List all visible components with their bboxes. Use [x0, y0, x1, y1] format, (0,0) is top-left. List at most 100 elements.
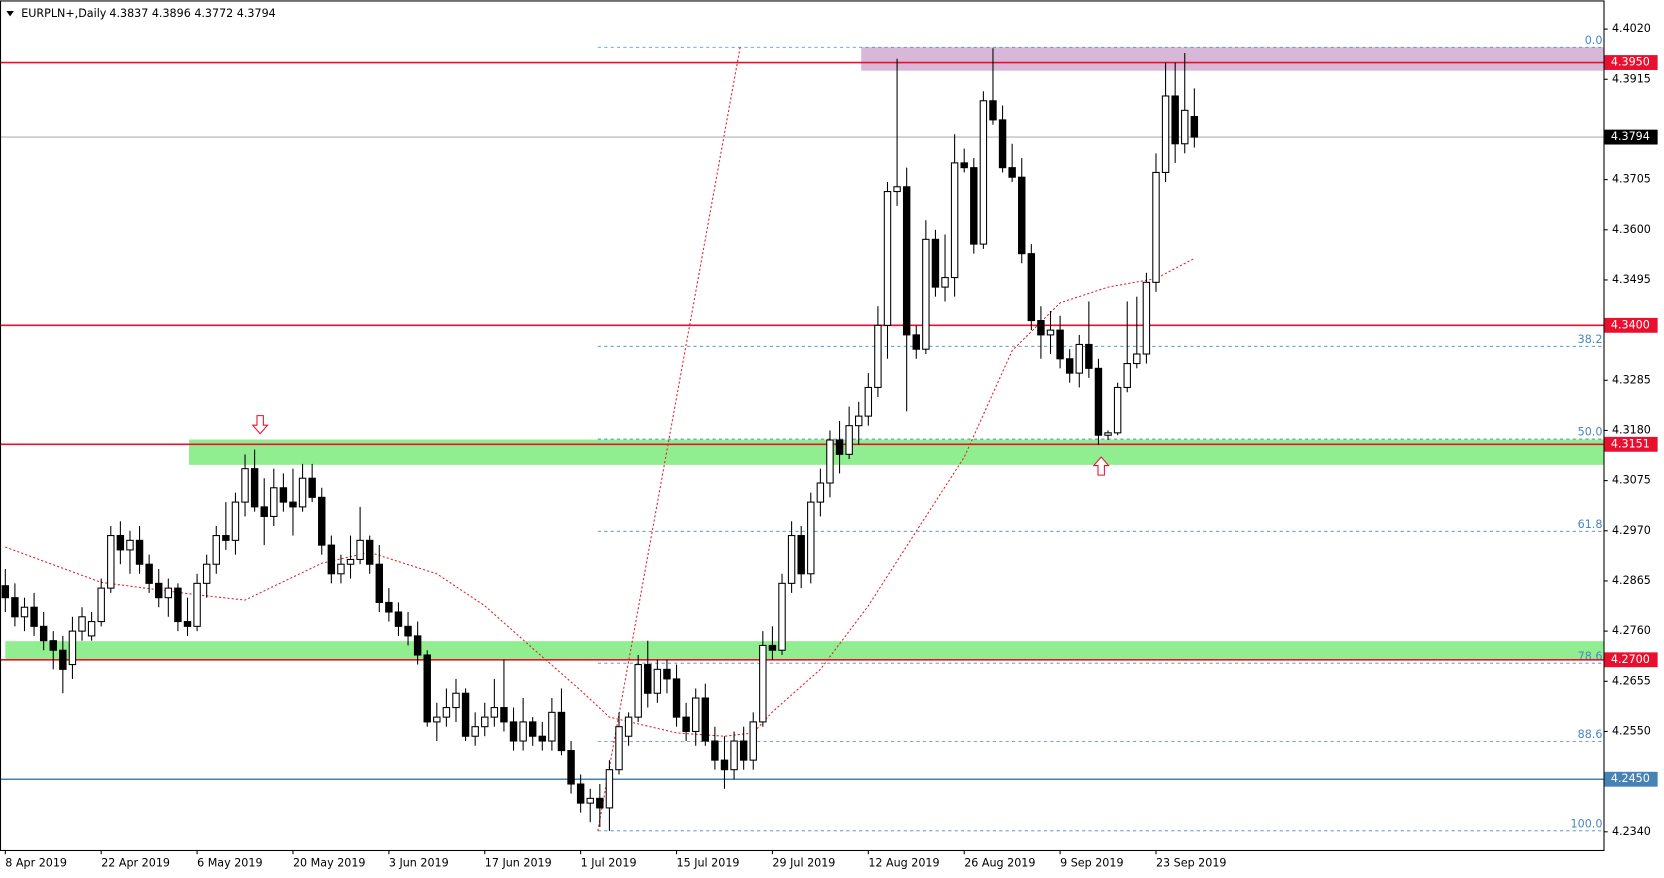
candle-body [423, 654, 431, 723]
candle-body [778, 582, 786, 651]
candle-body [107, 535, 115, 589]
candle-body [1152, 171, 1160, 283]
x-tick-label: 12 Aug 2019 [868, 857, 939, 870]
fib-label: 0.0 [1585, 34, 1603, 47]
candle-body [1190, 116, 1199, 138]
y-tick-label: 4.2340 [1612, 825, 1651, 838]
candle-body [1161, 95, 1170, 173]
candle-body [298, 477, 307, 508]
candle-body [720, 759, 729, 771]
candle-body [174, 587, 182, 623]
candle-body [931, 238, 940, 288]
candle-body [950, 162, 959, 279]
zone [5, 641, 1604, 661]
candle-body [413, 635, 422, 656]
candle-body [385, 601, 393, 613]
candle-body [49, 640, 57, 651]
x-tick-label: 26 Aug 2019 [964, 857, 1035, 870]
candle-body [39, 625, 48, 642]
y-tick-label: 4.3705 [1612, 173, 1651, 186]
candle-body [759, 644, 767, 723]
close-value: 4.3794 [237, 7, 276, 20]
y-tick-label: 4.2655 [1612, 674, 1651, 687]
candle-body [509, 721, 518, 742]
candle-body [365, 539, 374, 565]
candle-body [519, 721, 527, 742]
candle-body [797, 535, 805, 575]
candle-body [260, 506, 268, 517]
candle-body [634, 664, 642, 718]
candle-body [250, 468, 259, 508]
candle-body [11, 597, 19, 618]
candle-body [672, 678, 681, 718]
candle-body [1133, 353, 1141, 365]
candle-body [970, 167, 978, 245]
candle-body [183, 621, 192, 627]
moving-average [5, 257, 1195, 737]
candle-body [481, 716, 489, 728]
candle-body [1142, 281, 1151, 355]
candle-body [538, 735, 547, 742]
candle-body [663, 668, 671, 680]
candle-body [1027, 253, 1036, 322]
candle-body [78, 616, 86, 632]
candle-body [653, 668, 662, 694]
candle-body [1046, 329, 1055, 336]
candle-body [145, 563, 153, 584]
x-tick-label: 17 Jun 2019 [485, 857, 552, 870]
candle-body [605, 769, 614, 809]
candle-body [864, 386, 873, 417]
candle-body [1065, 358, 1074, 374]
candle-body [615, 726, 623, 771]
candle-body [308, 477, 316, 498]
x-tick-label: 3 Jun 2019 [389, 857, 449, 870]
candle-body [442, 707, 451, 718]
x-tick-label: 29 Jul 2019 [772, 857, 835, 870]
candle-body [471, 726, 479, 737]
y-tick-label: 4.3075 [1612, 474, 1651, 487]
candle-body [845, 425, 853, 455]
candle-body [1018, 176, 1026, 255]
candle-body [922, 238, 930, 350]
candle-body [20, 606, 29, 618]
candle-body [816, 482, 825, 503]
candle-body [346, 558, 355, 565]
x-tick-label: 8 Apr 2019 [5, 857, 67, 870]
zone [189, 439, 1604, 465]
level-label: 4.2700 [1611, 653, 1650, 666]
fib-label: 88.6 [1578, 728, 1603, 741]
candle-body [231, 501, 240, 541]
level-label: 4.3950 [1611, 56, 1650, 69]
candle-body [883, 191, 892, 326]
candle-body [318, 496, 326, 546]
candle-body [279, 487, 288, 503]
candle-body [375, 563, 383, 603]
level-label-box [1604, 652, 1658, 668]
level-label-box [1604, 436, 1658, 452]
candle-body [835, 439, 844, 455]
y-tick-label: 4.2550 [1612, 724, 1651, 737]
y-tick-label: 4.3180 [1612, 423, 1651, 436]
level-label: 4.3151 [1611, 437, 1650, 450]
candle-body [807, 501, 815, 575]
candle-body [528, 721, 537, 737]
x-tick-label: 22 Apr 2019 [101, 857, 170, 870]
candle-body [222, 535, 230, 541]
level-label: 4.2450 [1611, 772, 1650, 785]
x-tick-label: 15 Jul 2019 [677, 857, 740, 870]
x-tick-label: 1 Jul 2019 [581, 857, 637, 870]
arrow-up [1092, 456, 1110, 476]
level-label-box [1604, 771, 1658, 787]
candle-body [586, 797, 594, 804]
candle-body [327, 544, 336, 575]
y-tick-label: 4.2865 [1612, 574, 1651, 587]
candle-body [1008, 167, 1016, 178]
fib-label: 78.6 [1578, 650, 1603, 663]
candle-body [826, 439, 834, 484]
candle-body [730, 740, 738, 771]
candle-body [116, 535, 125, 551]
candle-body [979, 100, 988, 245]
candle-body [452, 692, 460, 709]
candle-body [394, 611, 403, 627]
